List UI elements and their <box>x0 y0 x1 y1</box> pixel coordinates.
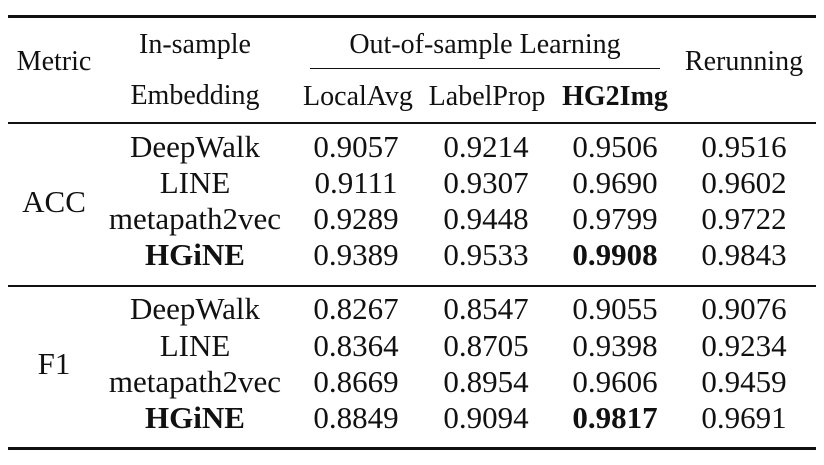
acc-row-1-embedding: DeepWalk <box>129 129 261 164</box>
acc-row-1-labelprop: 0.9214 <box>443 129 529 164</box>
f1-row-4-localavg: 0.8849 <box>313 400 399 435</box>
group-metric-acc: ACC <box>22 184 86 219</box>
f1-row-2-rerunning: 0.9234 <box>701 328 787 363</box>
acc-row-3-rerunning: 0.9722 <box>701 201 787 236</box>
f1-row-2-hg2img: 0.9398 <box>572 328 658 363</box>
f1-row-1-labelprop: 0.8547 <box>443 291 529 326</box>
f1-row-2-labelprop: 0.8705 <box>443 328 529 363</box>
f1-row-3-labelprop: 0.8954 <box>443 364 529 399</box>
f1-row-4-embedding: HGiNE <box>145 400 245 435</box>
acc-row-2-hg2img: 0.9690 <box>572 165 658 200</box>
f1-row-1-localavg: 0.8267 <box>313 291 399 326</box>
f1-row-3-localavg: 0.8669 <box>313 364 399 399</box>
header-labelprop: LabelProp <box>428 81 546 112</box>
acc-row-3-hg2img: 0.9799 <box>572 201 658 236</box>
header-localavg: LocalAvg <box>303 81 413 112</box>
header-in-sample: In-sample <box>139 29 251 60</box>
f1-row-4-labelprop: 0.9094 <box>443 400 529 435</box>
f1-row-1-embedding: DeepWalk <box>129 291 261 326</box>
f1-row-2-embedding: LINE <box>159 328 231 363</box>
bottom-rule <box>8 447 816 450</box>
acc-row-3-localavg: 0.9289 <box>313 201 399 236</box>
acc-row-4-hg2img: 0.9908 <box>572 237 658 272</box>
acc-row-4-labelprop: 0.9533 <box>443 237 529 272</box>
header-out-of-sample: Out-of-sample Learning <box>349 29 621 60</box>
mid-rule-1 <box>8 122 816 124</box>
mid-rule-2 <box>8 285 816 287</box>
top-rule <box>8 15 816 18</box>
group-metric-f1: F1 <box>37 346 71 381</box>
acc-row-2-localavg: 0.9111 <box>314 165 398 200</box>
acc-row-2-rerunning: 0.9602 <box>701 165 787 200</box>
acc-row-3-labelprop: 0.9448 <box>443 201 529 236</box>
f1-row-1-hg2img: 0.9055 <box>572 291 658 326</box>
acc-row-3-embedding: metapath2vec <box>108 201 282 236</box>
acc-row-4-localavg: 0.9389 <box>313 237 399 272</box>
f1-row-4-hg2img: 0.9817 <box>572 400 658 435</box>
f1-row-3-hg2img: 0.9606 <box>572 364 658 399</box>
acc-row-2-labelprop: 0.9307 <box>443 165 529 200</box>
f1-row-2-localavg: 0.8364 <box>313 328 399 363</box>
header-cmidrule <box>310 68 660 70</box>
acc-row-2-embedding: LINE <box>159 165 231 200</box>
acc-row-1-rerunning: 0.9516 <box>701 129 787 164</box>
header-embedding: Embedding <box>130 80 260 111</box>
f1-row-3-rerunning: 0.9459 <box>701 364 787 399</box>
header-hg2img: HG2Img <box>562 81 668 112</box>
acc-row-4-embedding: HGiNE <box>145 237 245 272</box>
header-rerunning: Rerunning <box>684 46 804 77</box>
f1-row-3-embedding: metapath2vec <box>108 364 282 399</box>
f1-row-1-rerunning: 0.9076 <box>701 291 787 326</box>
f1-row-4-rerunning: 0.9691 <box>701 400 787 435</box>
header-metric: Metric <box>16 46 92 77</box>
acc-row-1-hg2img: 0.9506 <box>572 129 658 164</box>
acc-row-1-localavg: 0.9057 <box>313 129 399 164</box>
acc-row-4-rerunning: 0.9843 <box>701 237 787 272</box>
